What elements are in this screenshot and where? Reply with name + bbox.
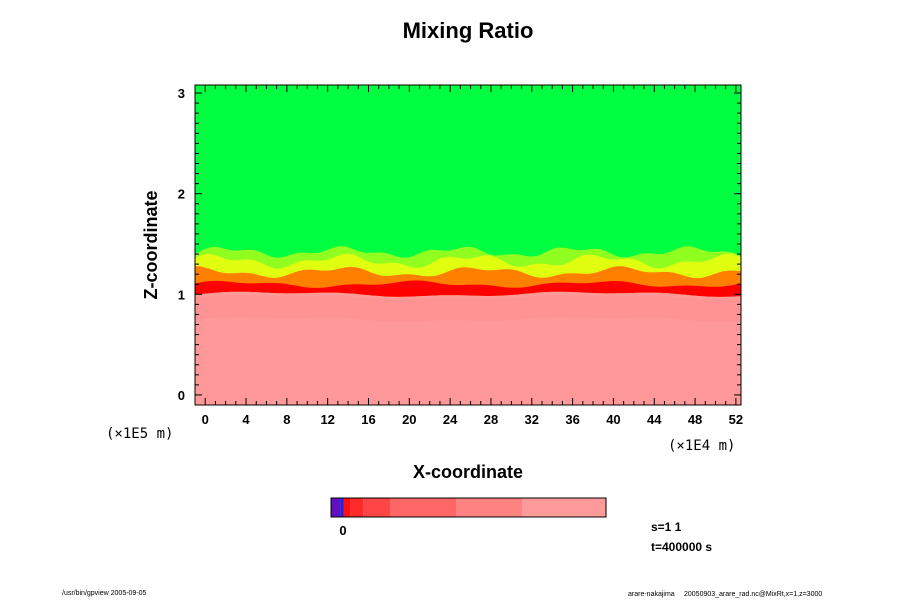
- x-tick-label: 24: [443, 412, 458, 427]
- colorbar-segment: [390, 498, 457, 517]
- footer-right-small: 20050903_arare_rad.nc@MixRt,x=1,z=3000: [684, 591, 822, 598]
- annotation-s: s=1 1: [651, 520, 682, 534]
- colorbar-segment: [340, 498, 344, 517]
- x-tick-label: 52: [729, 412, 743, 427]
- x-tick-label: 48: [688, 412, 702, 427]
- colorbar-segment: [456, 498, 523, 517]
- colorbar-tick-label: 0: [339, 523, 346, 538]
- y-tick-label: 0: [178, 388, 185, 403]
- y-axis-title: Z-coordinate: [141, 190, 161, 299]
- x-axis-ticks: 0 4 8 12 16 20 24 28 32 36 40 44 48 52: [194, 85, 743, 427]
- x-tick-label: 44: [647, 412, 662, 427]
- x-unit-label: (×1E4 m): [668, 438, 735, 454]
- x-tick-label: 32: [525, 412, 539, 427]
- transition-band-red: [195, 280, 741, 297]
- footer-left: /usr/bin/gpview 2005-09-05: [62, 590, 147, 597]
- y-axis-ticks: 0 1 2 3: [178, 86, 741, 406]
- colorbar: [330, 497, 607, 518]
- x-tick-label: 20: [402, 412, 416, 427]
- colorbar-segment: [331, 498, 341, 517]
- x-tick-label: 40: [606, 412, 620, 427]
- colorbar-frame: [330, 497, 607, 518]
- annotation-t: t=400000 s: [651, 540, 712, 554]
- x-tick-label: 8: [283, 412, 290, 427]
- x-tick-label: 0: [202, 412, 209, 427]
- x-tick-label: 36: [565, 412, 579, 427]
- x-tick-label: 16: [361, 412, 375, 427]
- x-tick-label: 12: [320, 412, 334, 427]
- colorbar-segment: [522, 498, 607, 517]
- colorbar-segment: [363, 498, 391, 517]
- x-tick-label: 4: [242, 412, 250, 427]
- x-axis-title: X-coordinate: [413, 462, 523, 482]
- footer-right-main: arare-nakajima: [628, 591, 675, 598]
- colorbar-segment: [350, 498, 364, 517]
- y-tick-label: 3: [178, 86, 185, 101]
- lower-region: [195, 291, 741, 405]
- y-tick-label: 2: [178, 187, 185, 202]
- plot-area: [194, 84, 742, 406]
- plot-frame: [194, 84, 742, 406]
- x-tick-label: 28: [484, 412, 498, 427]
- lower-region-patch: [195, 294, 741, 322]
- colorbar-segment: [343, 498, 351, 517]
- y-unit-label: (×1E5 m): [106, 426, 173, 442]
- y-tick-label: 1: [178, 287, 185, 302]
- chart-title: Mixing Ratio: [403, 18, 534, 43]
